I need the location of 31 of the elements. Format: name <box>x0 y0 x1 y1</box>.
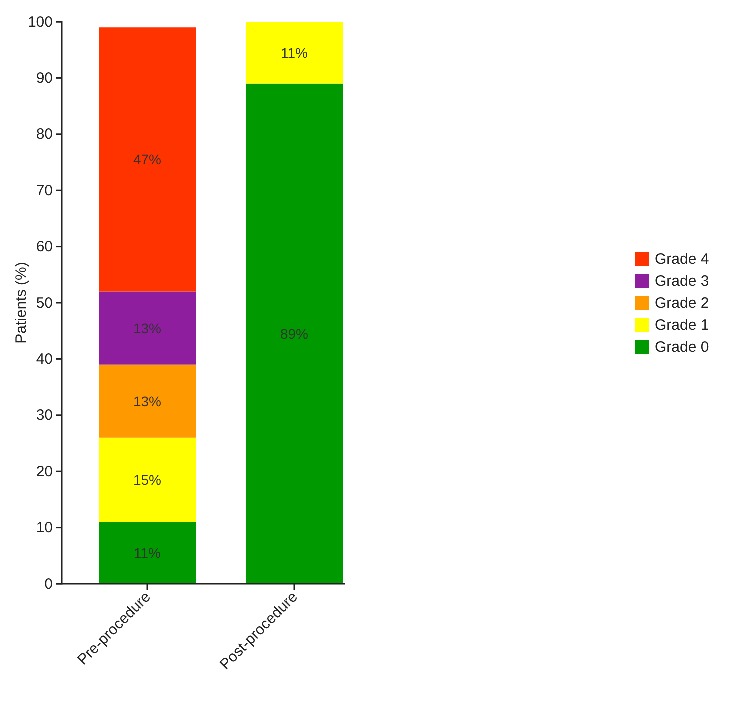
y-tick-label: 10 <box>36 520 53 537</box>
bar <box>99 364 196 438</box>
y-axis-title: Patients (%) <box>13 262 30 344</box>
data-label: 47% <box>133 152 162 168</box>
y-tick-label: 40 <box>36 351 53 368</box>
y-tick-label: 50 <box>36 294 53 312</box>
bar <box>99 438 196 522</box>
bar <box>99 522 196 584</box>
y-tick-label: 60 <box>36 238 53 256</box>
data-label: 15% <box>133 472 162 488</box>
legend-label: Grade 0 <box>655 339 710 356</box>
data-label: 13% <box>133 320 162 336</box>
data-label: 11% <box>134 545 161 562</box>
bar <box>99 28 196 292</box>
data-label: 11% <box>281 44 308 61</box>
y-tick-label: 70 <box>36 182 53 200</box>
legend-label: Grade 4 <box>655 251 710 268</box>
data-label: 89% <box>280 326 309 342</box>
y-tick-label: 20 <box>36 463 53 480</box>
y-tick-label: 90 <box>36 70 53 87</box>
y-tick-label: 30 <box>36 407 53 424</box>
bar <box>246 22 343 84</box>
bar <box>99 292 196 365</box>
legend-label: Grade 3 <box>655 273 710 290</box>
bar <box>246 84 343 584</box>
legend-label: Grade 1 <box>655 317 710 334</box>
y-tick-label: 80 <box>36 126 53 144</box>
data-label: 13% <box>133 393 162 410</box>
y-tick-label: 100 <box>28 14 53 31</box>
legend-label: Grade 2 <box>655 295 710 312</box>
y-tick-label: 0 <box>44 576 53 593</box>
